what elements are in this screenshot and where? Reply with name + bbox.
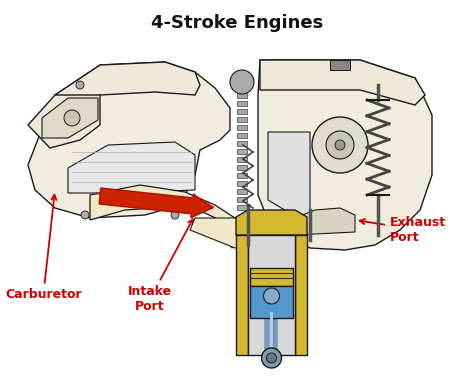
- Polygon shape: [295, 208, 355, 235]
- Bar: [237, 197, 247, 202]
- Bar: [237, 109, 247, 114]
- Circle shape: [262, 348, 282, 368]
- Polygon shape: [28, 95, 100, 148]
- Bar: [237, 165, 247, 170]
- Circle shape: [264, 288, 280, 304]
- Text: Exhaust
Port: Exhaust Port: [360, 216, 446, 244]
- Bar: [237, 157, 247, 162]
- Bar: [250, 286, 293, 318]
- Circle shape: [312, 117, 368, 173]
- Bar: [237, 93, 247, 98]
- Bar: [250, 268, 293, 286]
- Circle shape: [230, 70, 254, 94]
- Text: 4-Stroke Engines: 4-Stroke Engines: [151, 14, 323, 32]
- Bar: [295, 235, 307, 355]
- Bar: [237, 101, 247, 106]
- Bar: [237, 189, 247, 194]
- Polygon shape: [236, 210, 307, 235]
- Polygon shape: [268, 132, 310, 218]
- Polygon shape: [68, 142, 195, 193]
- Bar: [237, 141, 247, 146]
- Circle shape: [64, 110, 80, 126]
- Text: Carburetor: Carburetor: [5, 195, 82, 301]
- Bar: [236, 235, 248, 355]
- Bar: [237, 117, 247, 122]
- Bar: [237, 149, 247, 154]
- Bar: [237, 173, 247, 178]
- Circle shape: [326, 131, 354, 159]
- Bar: [237, 205, 247, 210]
- Polygon shape: [190, 218, 260, 250]
- Circle shape: [335, 140, 345, 150]
- Bar: [237, 125, 247, 130]
- Bar: [237, 133, 247, 138]
- Bar: [237, 85, 247, 90]
- Circle shape: [76, 81, 84, 89]
- Bar: [237, 181, 247, 186]
- Text: Intake
Port: Intake Port: [128, 219, 193, 313]
- Circle shape: [171, 211, 179, 219]
- Polygon shape: [260, 60, 425, 105]
- Polygon shape: [42, 98, 98, 138]
- Bar: [330, 60, 350, 70]
- Polygon shape: [28, 62, 230, 218]
- Polygon shape: [55, 62, 200, 118]
- Circle shape: [81, 211, 89, 219]
- Polygon shape: [258, 60, 432, 250]
- Circle shape: [266, 353, 276, 363]
- Polygon shape: [90, 185, 240, 248]
- Bar: [248, 235, 295, 355]
- FancyArrow shape: [99, 188, 212, 218]
